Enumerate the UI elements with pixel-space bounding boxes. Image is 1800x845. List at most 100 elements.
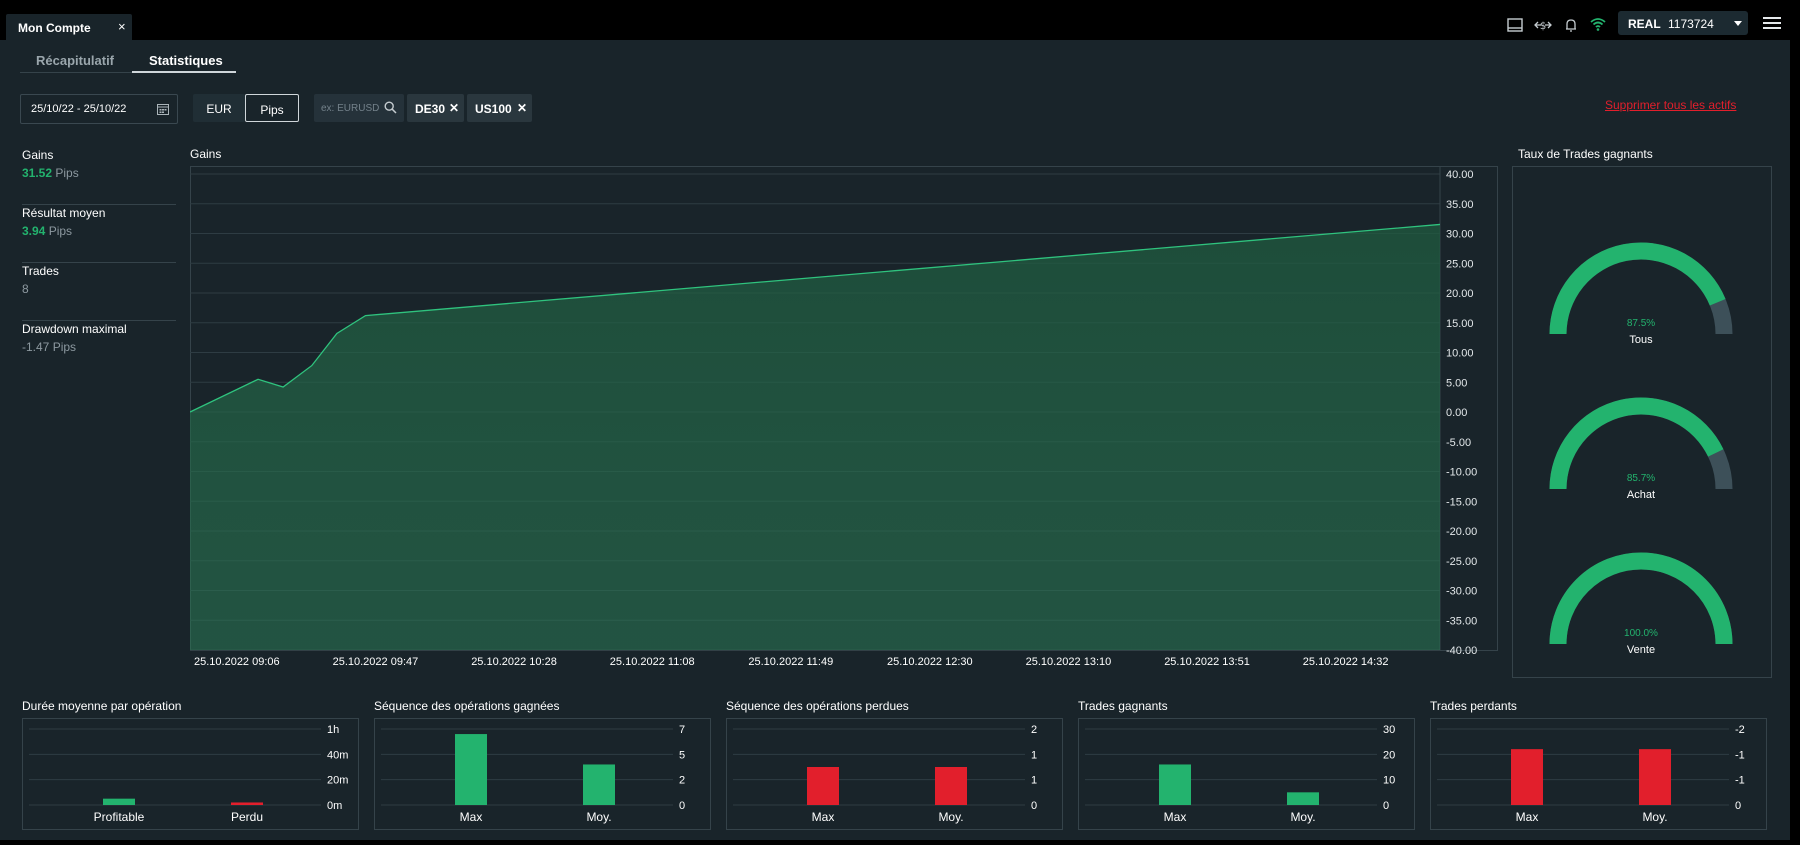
delete-all-assets-link[interactable]: Supprimer tous les actifs	[1605, 98, 1737, 112]
y-tick-label: 2	[1031, 724, 1037, 736]
tab-mon-compte[interactable]: Mon Compte ×	[6, 14, 132, 40]
x-tick-label: 25.10.2022 13:10	[1026, 656, 1112, 668]
gains-area-chart: 40.00 35.00 30.00 25.00 20.00 15.00 10.00 5.00 0…	[189, 166, 1498, 668]
unit-pips-button[interactable]: Pips	[245, 94, 299, 122]
mini-chart-losing-trades: -2 -1 -1 0 Max Moy.	[1430, 718, 1767, 830]
chevron-down-icon	[1734, 21, 1742, 26]
gauge-value: 85.7%	[1627, 473, 1655, 484]
bar-max	[1159, 764, 1191, 805]
eur-label: EUR	[206, 102, 232, 116]
stat-label: Trades	[22, 264, 59, 278]
x-tick-label: 25.10.2022 14:32	[1303, 656, 1389, 668]
gauge-value: 100.0%	[1624, 628, 1658, 639]
win-rate-gauges: 87.5% Tous 85.7% Achat 100.0% Vente	[1512, 166, 1772, 678]
date-range-picker[interactable]: 25/10/22 - 25/10/22	[20, 94, 178, 124]
chip-label: US100	[475, 102, 512, 116]
asset-search-input[interactable]: ex: EURUSD	[314, 94, 404, 122]
gauge-fill	[1549, 552, 1733, 645]
mini-chart-duration: 1h 40m 20m 0m Profitable Perdu	[22, 718, 359, 830]
transfer-icon[interactable]: $	[1534, 16, 1552, 34]
gauge-label: Vente	[1627, 644, 1655, 656]
y-tick-label: 1	[1031, 775, 1037, 787]
bar-max	[455, 734, 487, 805]
tab-statistiques[interactable]: Statistiques	[149, 53, 223, 68]
y-tick-label: -5.00	[1446, 437, 1471, 449]
bar-moy	[583, 764, 615, 805]
svg-text:$: $	[1540, 21, 1546, 32]
y-tick-label: 0	[1383, 800, 1389, 812]
account-number: 1173724	[1668, 17, 1714, 31]
calendar-icon	[157, 104, 169, 115]
win-rate-title: Taux de Trades gagnants	[1518, 147, 1653, 161]
tab-close-icon[interactable]: ×	[118, 19, 126, 34]
chip-de30: DE30 ✕	[407, 94, 464, 122]
bar-perdu	[231, 802, 263, 805]
y-tick-label: 0m	[327, 800, 342, 812]
y-tick-label: -25.00	[1446, 556, 1477, 568]
search-icon	[384, 101, 397, 114]
search-placeholder: ex: EURUSD	[321, 103, 380, 114]
y-tick-label: 30.00	[1446, 229, 1474, 241]
y-tick-label: -15.00	[1446, 496, 1477, 508]
mini-chart-title: Trades gagnants	[1078, 699, 1168, 713]
bar-chart: 2 1 1 0 Max Moy.	[733, 724, 1037, 824]
x-tick-label: 25.10.2022 09:47	[333, 656, 419, 668]
gauge-label: Achat	[1627, 489, 1655, 501]
currency-eur-button[interactable]: EUR	[193, 94, 245, 122]
bar-chart: 30 20 10 0 Max Moy.	[1085, 724, 1395, 824]
y-tick-label: -10.00	[1446, 467, 1477, 479]
bar-moy	[935, 767, 967, 805]
top-bar: Mon Compte × $ REAL 1173724	[0, 0, 1800, 40]
bar-moy	[1639, 749, 1671, 805]
tab-recapitulatif[interactable]: Récapitulatif	[36, 53, 115, 68]
gauge-vente: 100.0% Vente	[1549, 552, 1733, 656]
y-tick-label: 20m	[327, 775, 348, 787]
x-tick-label: Moy.	[938, 810, 963, 824]
layout-icon[interactable]	[1506, 16, 1524, 34]
bar-chart: 1h 40m 20m 0m Profitable Perdu	[29, 724, 348, 824]
y-tick-label: -1	[1735, 749, 1745, 761]
y-tick-label: 15.00	[1446, 318, 1474, 330]
y-tick-label: 10.00	[1446, 348, 1474, 360]
win-rate-gauge-chart: 87.5% Tous 85.7% Achat 100.0% Vente	[1549, 242, 1733, 656]
x-tick-label: Profitable	[94, 810, 145, 824]
x-tick-label: Max	[1164, 810, 1187, 824]
gauge-achat: 85.7% Achat	[1549, 397, 1733, 501]
y-tick-label: 1h	[327, 724, 339, 736]
date-range-value: 25/10/22 - 25/10/22	[31, 103, 127, 115]
x-tick-label: 25.10.2022 10:28	[471, 656, 557, 668]
mini-chart-win-streak: 7 5 2 0 Max Moy.	[374, 718, 711, 830]
y-tick-label: -35.00	[1446, 615, 1477, 627]
y-tick-label: -2	[1735, 724, 1745, 736]
mini-chart-title: Séquence des opérations gagnées	[374, 699, 560, 713]
gauge-fill	[1549, 242, 1726, 335]
bell-icon[interactable]	[1562, 16, 1580, 34]
y-tick-label: 2	[679, 775, 685, 787]
y-tick-label: 0	[679, 800, 685, 812]
stat-value: 31.52 Pips	[22, 166, 79, 180]
gauge-fill	[1549, 397, 1724, 490]
stat-label: Drawdown maximal	[22, 322, 127, 336]
x-tick-label: 25.10.2022 09:06	[194, 656, 280, 668]
y-tick-label: 0	[1031, 800, 1037, 812]
y-tick-label: 30	[1383, 724, 1395, 736]
y-tick-label: 20	[1383, 749, 1395, 761]
y-tick-label: 40m	[327, 749, 348, 761]
x-tick-label: 25.10.2022 11:49	[748, 656, 833, 668]
menu-icon[interactable]	[1763, 17, 1781, 29]
close-icon[interactable]: ✕	[517, 101, 528, 115]
y-tick-label: -40.00	[1446, 645, 1477, 657]
x-tick-label: Moy.	[586, 810, 611, 824]
account-selector[interactable]: REAL 1173724	[1618, 11, 1748, 35]
stat-value: 8	[22, 282, 29, 296]
x-tick-label: 25.10.2022 13:51	[1164, 656, 1250, 668]
stat-value: -1.47 Pips	[22, 340, 77, 354]
x-tick-label: 25.10.2022 11:08	[610, 656, 695, 668]
bar-chart: -2 -1 -1 0 Max Moy.	[1437, 724, 1745, 824]
close-icon[interactable]: ✕	[449, 101, 460, 115]
mini-chart-loss-streak: 2 1 1 0 Max Moy.	[726, 718, 1063, 830]
bar-chart: 7 5 2 0 Max Moy.	[381, 724, 685, 824]
gains-chart-title: Gains	[190, 147, 222, 161]
x-tick-label: Max	[812, 810, 835, 824]
gauge-value: 87.5%	[1627, 318, 1655, 329]
